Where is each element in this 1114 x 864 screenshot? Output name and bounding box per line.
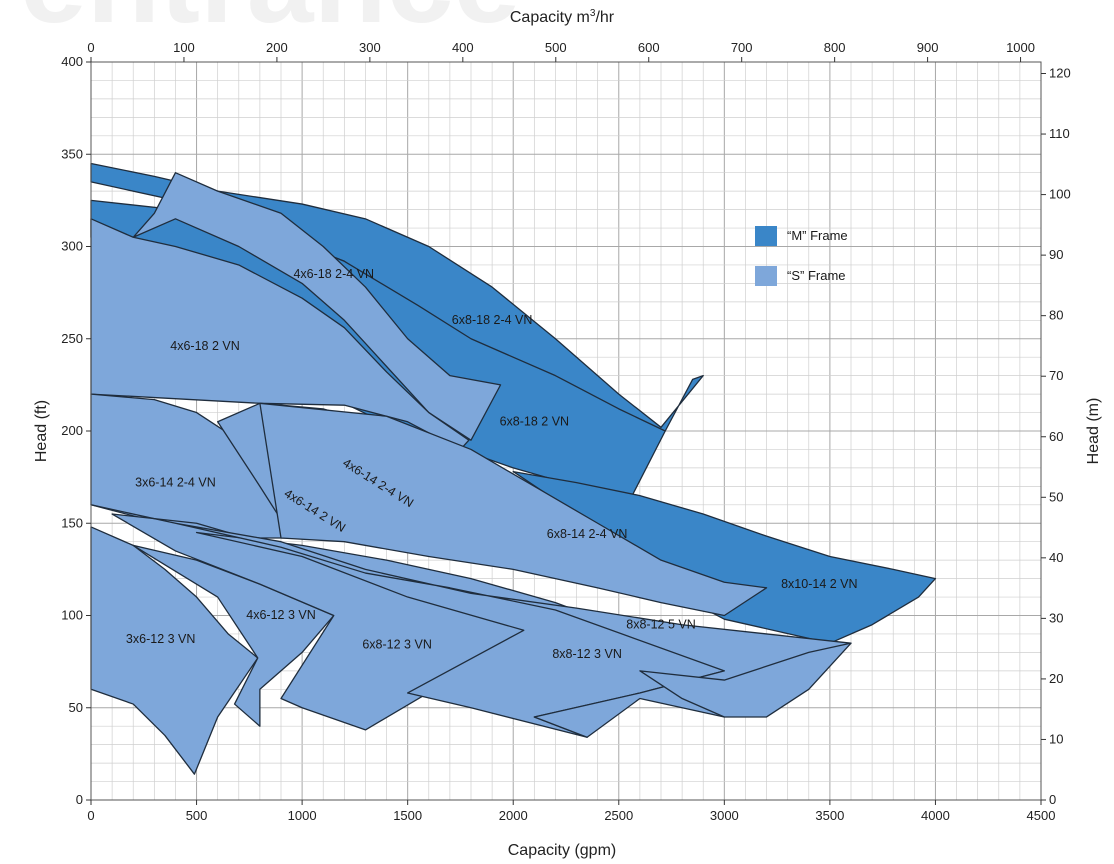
y-axis-title: Head (ft): [33, 400, 50, 462]
x2-tick-label: 100: [173, 40, 195, 55]
x2-tick-label: 900: [917, 40, 939, 55]
y2-tick-label: 0: [1049, 792, 1056, 807]
y2-tick-label: 100: [1049, 187, 1071, 202]
region-label: 4x6-12 3 VN: [246, 608, 315, 622]
y2-tick-label: 80: [1049, 308, 1063, 323]
region-label: 4x6-18 2 VN: [170, 339, 239, 353]
legend-label: “M” Frame: [787, 228, 848, 243]
y2-tick-label: 60: [1049, 429, 1063, 444]
y-tick-label: 250: [61, 331, 83, 346]
watermark-decoration: entrance: [20, 0, 520, 48]
legend-label: “S” Frame: [787, 268, 846, 283]
y2-tick-label: 40: [1049, 550, 1063, 565]
x2-tick-label: 800: [824, 40, 846, 55]
x-tick-label: 0: [87, 808, 94, 823]
x2-tick-label: 700: [731, 40, 753, 55]
x-tick-label: 4500: [1027, 808, 1056, 823]
y2-axis-title: Head (m): [1085, 398, 1102, 465]
region-label: 8x10-14 2 VN: [781, 577, 857, 591]
x-axis-title: Capacity (gpm): [508, 842, 616, 859]
x2-tick-label: 400: [452, 40, 474, 55]
region-8x8-12-3-vn-tail: [639, 642, 852, 718]
y-tick-label: 300: [61, 239, 83, 254]
region-label: 6x8-14 2-4 VN: [547, 527, 628, 541]
x2-tick-label: 0: [87, 40, 94, 55]
x2-axis-title: Capacity m3/hr: [510, 8, 615, 26]
x2-tick-label: 500: [545, 40, 567, 55]
region-label: 8x8-12 5 VN: [626, 617, 695, 631]
y2-tick-label: 20: [1049, 671, 1063, 686]
region-3x6-12-3-vn: [90, 526, 259, 775]
region-label: 6x8-12 3 VN: [362, 638, 431, 652]
region-label: 8x8-12 3 VN: [552, 647, 621, 661]
region-label: 3x6-12 3 VN: [126, 632, 195, 646]
x-tick-label: 500: [186, 808, 208, 823]
region-label: 3x6-14 2-4 VN: [135, 475, 216, 489]
x2-tick-label: 300: [359, 40, 381, 55]
y2-tick-label: 120: [1049, 66, 1071, 81]
legend-swatch: [755, 226, 777, 246]
x-tick-label: 1000: [288, 808, 317, 823]
y-tick-label: 400: [61, 54, 83, 69]
legend-swatch: [755, 266, 777, 286]
y2-tick-label: 50: [1049, 489, 1063, 504]
y2-tick-label: 30: [1049, 610, 1063, 625]
x-tick-label: 3500: [815, 808, 844, 823]
y-tick-label: 350: [61, 146, 83, 161]
svg-text:entrance: entrance: [20, 0, 520, 48]
x-tick-label: 4000: [921, 808, 950, 823]
region-4x6-18-2-4-vn: [132, 172, 502, 441]
y-tick-label: 100: [61, 608, 83, 623]
region-label: 4x6-18 2-4 VN: [293, 267, 374, 281]
y-tick-label: 0: [76, 792, 83, 807]
pump-regions: [90, 162, 937, 775]
legend: “M” Frame “S” Frame: [755, 226, 848, 286]
region-label: 6x8-18 2-4 VN: [452, 313, 533, 327]
y2-tick-label: 90: [1049, 247, 1063, 262]
region-4x6-18-2-vn: [90, 218, 470, 451]
x-tick-label: 2000: [499, 808, 528, 823]
y-tick-label: 200: [61, 423, 83, 438]
region-label: 6x8-18 2 VN: [500, 414, 569, 428]
x2-tick-label: 1000: [1006, 40, 1035, 55]
x-tick-label: 2500: [604, 808, 633, 823]
y-tick-label: 50: [69, 700, 83, 715]
x2-tick-label: 600: [638, 40, 660, 55]
x-tick-label: 1500: [393, 808, 422, 823]
y-tick-label: 150: [61, 515, 83, 530]
y2-tick-label: 110: [1049, 126, 1070, 141]
x-tick-label: 3000: [710, 808, 739, 823]
x2-tick-label: 200: [266, 40, 288, 55]
y2-tick-label: 70: [1049, 368, 1063, 383]
region-6x8-14-2-4-vn: [259, 402, 768, 617]
y2-tick-label: 10: [1049, 731, 1063, 746]
region-8x8-12-5-vn: [90, 504, 852, 738]
